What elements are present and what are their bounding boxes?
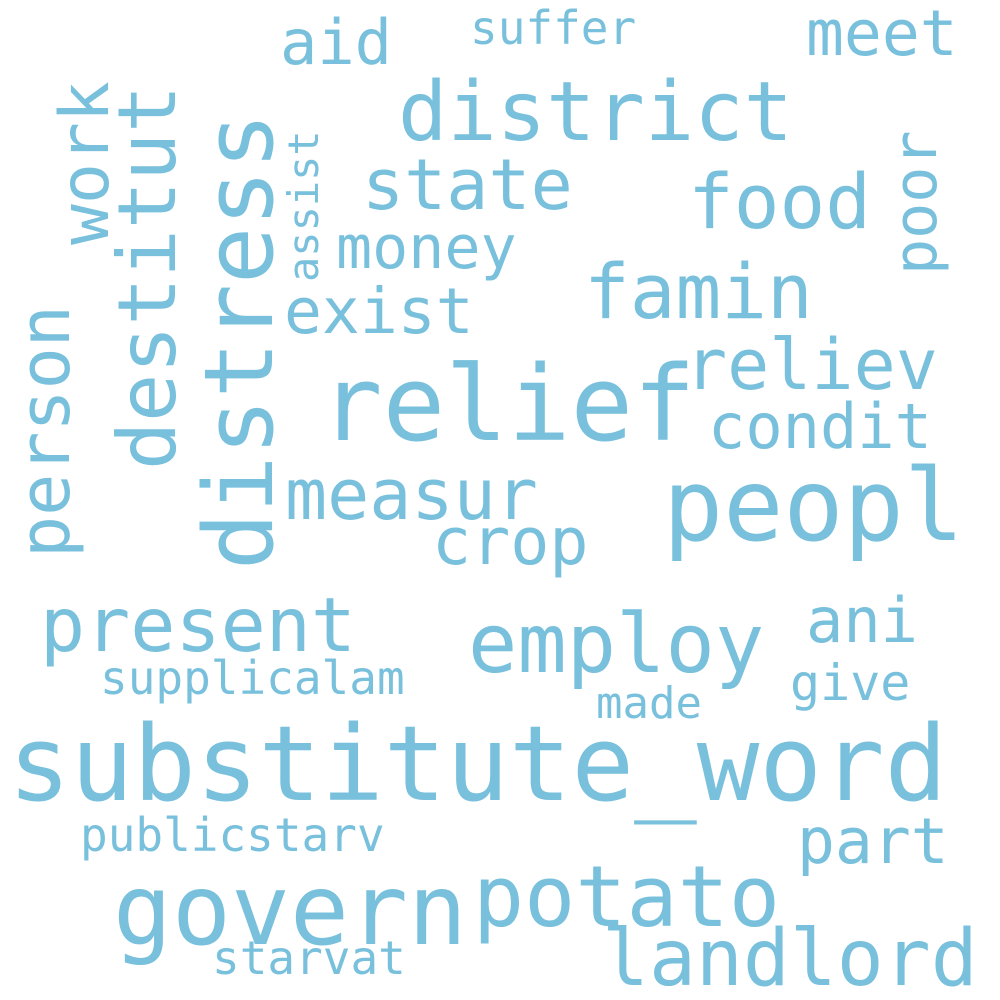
cloud-word-money: money xyxy=(336,213,517,283)
cloud-word-ani: ani xyxy=(806,584,918,657)
cloud-word-aid: aid xyxy=(280,6,392,79)
cloud-word-potato: potato xyxy=(473,848,781,947)
cloud-word-employ: employ xyxy=(468,597,765,692)
cloud-word-made: made xyxy=(596,678,702,729)
cloud-word-assist: assist xyxy=(279,130,328,282)
cloud-word-poor: poor xyxy=(881,130,951,276)
cloud-word-supplicalam: supplicalam xyxy=(100,651,405,705)
cloud-word-crop: crop xyxy=(432,505,589,580)
cloud-word-substitute-word: substitute_word xyxy=(8,703,948,825)
cloud-word-give: give xyxy=(790,654,911,712)
cloud-word-state: state xyxy=(362,144,573,226)
cloud-word-relief: relief xyxy=(320,343,696,465)
cloud-word-part: part xyxy=(797,805,949,878)
cloud-word-work: work xyxy=(46,81,125,245)
cloud-word-famin: famin xyxy=(584,247,813,336)
cloud-word-district: district xyxy=(398,65,793,160)
cloud-word-landlord: landlord xyxy=(602,914,978,1000)
cloud-word-peopl: peopl xyxy=(663,447,965,564)
cloud-word-starvat: starvat xyxy=(212,931,406,985)
cloud-word-distress: distress xyxy=(185,112,295,570)
cloud-word-food: food xyxy=(688,157,872,246)
cloud-word-measur: measur xyxy=(285,454,538,536)
cloud-word-present: present xyxy=(40,581,357,669)
cloud-word-meet: meet xyxy=(806,0,958,70)
cloud-word-exist: exist xyxy=(284,275,474,348)
cloud-word-publicstarv: publicstarv xyxy=(80,808,385,862)
cloud-word-reliev: reliev xyxy=(685,324,938,406)
cloud-word-govern: govern xyxy=(113,854,468,968)
cloud-word-suffer: suffer xyxy=(470,1,637,55)
cloud-word-person: person xyxy=(4,305,86,558)
cloud-word-condit: condit xyxy=(708,390,932,463)
